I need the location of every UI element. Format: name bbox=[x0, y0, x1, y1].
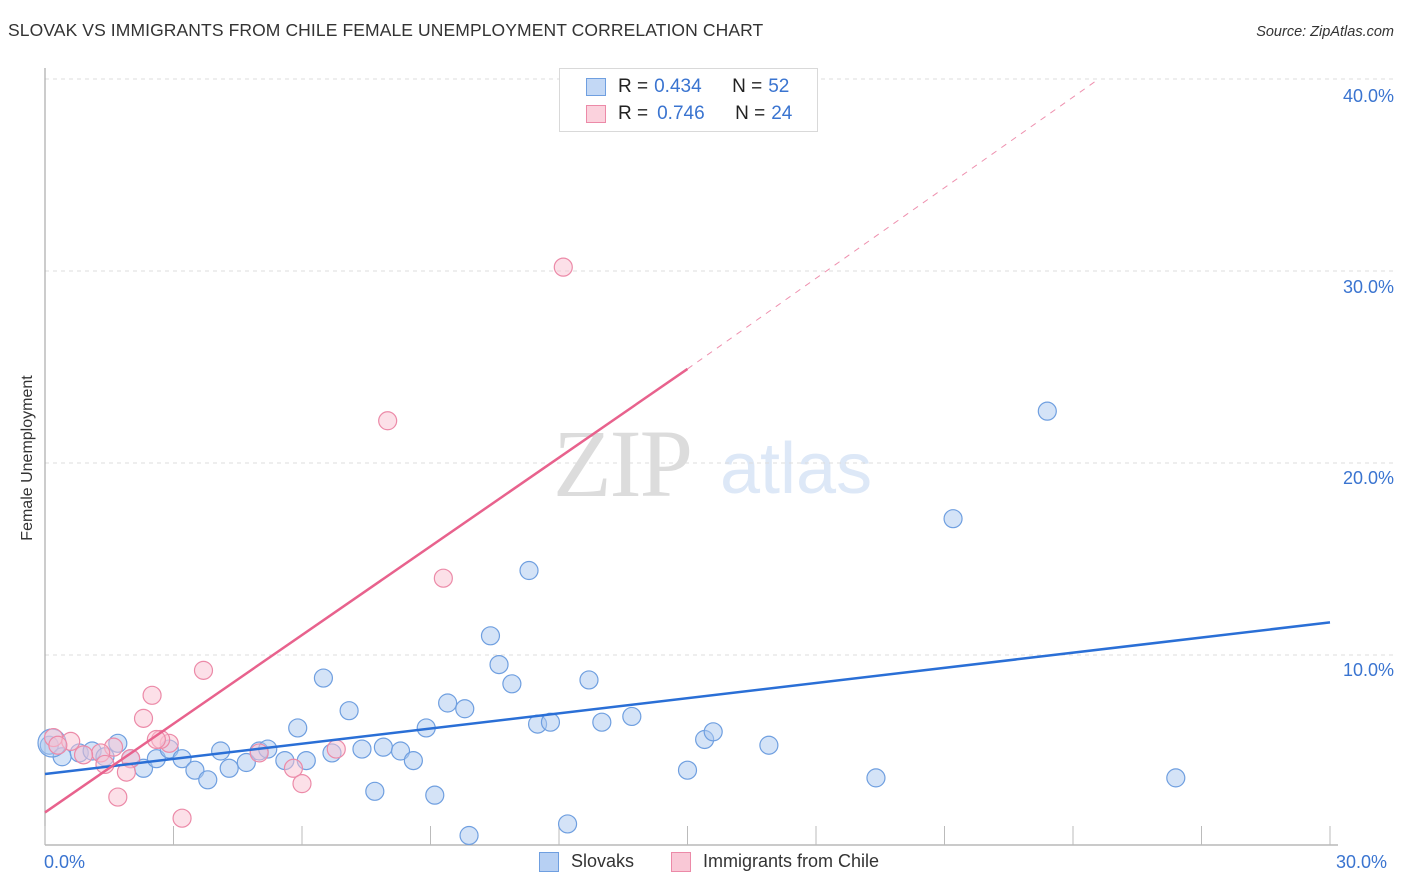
chile-point bbox=[249, 743, 269, 763]
slovaks-point bbox=[219, 758, 239, 778]
n-label: N = bbox=[732, 76, 763, 97]
chile-point bbox=[292, 774, 312, 794]
chile-swatch bbox=[586, 105, 606, 123]
slovaks-legend-swatch bbox=[539, 851, 559, 872]
slovaks-point bbox=[211, 741, 231, 761]
slovaks-point bbox=[502, 674, 522, 694]
slovaks-point bbox=[480, 626, 501, 646]
r-label: R = bbox=[618, 103, 649, 124]
legend-row-slovaks: R = 0.434 N = 52 bbox=[586, 74, 789, 100]
slovaks-point bbox=[1037, 401, 1057, 421]
chile-point bbox=[378, 411, 398, 431]
n-label: N = bbox=[735, 103, 766, 124]
slovaks-point bbox=[943, 509, 963, 529]
slovaks-trendline bbox=[44, 621, 1331, 776]
slovaks-point bbox=[185, 760, 205, 780]
legend-row-chile: R = 0.746 N = 24 bbox=[586, 101, 792, 127]
slovaks-point bbox=[622, 706, 642, 727]
chile-trendline bbox=[44, 367, 689, 814]
trendlines bbox=[44, 78, 1331, 814]
x-tick-0: 0.0% bbox=[44, 852, 86, 872]
slovaks-point bbox=[365, 781, 385, 801]
chile-points bbox=[43, 257, 573, 828]
chile-point bbox=[116, 762, 136, 782]
chile-point bbox=[172, 808, 192, 828]
chile-point bbox=[73, 745, 94, 765]
x-tick-30: 30.0% bbox=[1336, 852, 1388, 872]
slovaks-point bbox=[403, 750, 423, 771]
slovaks-point bbox=[288, 718, 308, 738]
chile-point bbox=[142, 685, 162, 705]
slovaks-point bbox=[339, 701, 359, 721]
slovaks-point bbox=[459, 825, 479, 846]
chile-point bbox=[283, 758, 304, 778]
slovaks-swatch bbox=[586, 78, 606, 96]
chile-point bbox=[133, 708, 154, 728]
chile-point bbox=[48, 735, 68, 755]
slovaks-point bbox=[579, 670, 599, 690]
slovaks-point bbox=[519, 560, 539, 581]
gridlines bbox=[45, 78, 1393, 656]
slovaks-point bbox=[313, 668, 334, 688]
y-tick-20: 20.0% bbox=[1342, 468, 1394, 488]
y-tick-30: 30.0% bbox=[1342, 277, 1394, 297]
watermark-atlas: atlas bbox=[720, 429, 873, 509]
slovaks-point bbox=[489, 654, 509, 675]
slovaks-point bbox=[425, 785, 445, 805]
n-value: 24 bbox=[771, 103, 793, 124]
stats-legend: R = 0.434 N = 52 R = 0.746 N = 24 bbox=[559, 68, 818, 132]
slovaks-point bbox=[455, 699, 475, 719]
chile-point bbox=[108, 787, 128, 807]
chile-point bbox=[433, 568, 453, 588]
slovaks-point bbox=[390, 741, 411, 761]
chart-title: SLOVAK VS IMMIGRANTS FROM CHILE FEMALE U… bbox=[8, 20, 764, 40]
slovaks-point bbox=[438, 693, 458, 713]
chile-point bbox=[553, 257, 573, 277]
y-tick-40: 40.0% bbox=[1342, 86, 1394, 106]
slovaks-point bbox=[677, 760, 698, 780]
slovaks-point bbox=[198, 770, 218, 790]
slovaks-point bbox=[236, 752, 256, 773]
slovaks-point bbox=[373, 737, 393, 757]
chile-point bbox=[326, 739, 346, 759]
chile-point bbox=[146, 729, 166, 750]
legend-item-chile[interactable]: Immigrants from Chile bbox=[671, 851, 879, 872]
r-value: 0.434 bbox=[654, 76, 702, 97]
source-label: Source: ZipAtlas.com bbox=[1256, 24, 1394, 40]
r-value: 0.746 bbox=[657, 103, 705, 124]
y-tick-10: 10.0% bbox=[1342, 660, 1394, 680]
slovaks-legend-label: Slovaks bbox=[571, 851, 635, 871]
slovaks-point bbox=[866, 768, 886, 788]
slovaks-points bbox=[37, 401, 1186, 846]
slovaks-point bbox=[759, 735, 779, 755]
chile-point bbox=[193, 660, 214, 680]
slovaks-point bbox=[703, 722, 723, 742]
slovaks-point bbox=[352, 739, 372, 759]
legend-item-slovaks[interactable]: Slovaks bbox=[539, 851, 634, 872]
slovaks-point bbox=[592, 712, 612, 732]
r-label: R = bbox=[618, 76, 649, 97]
slovaks-point bbox=[557, 814, 578, 834]
axes bbox=[44, 68, 1338, 846]
chile-legend-label: Immigrants from Chile bbox=[703, 851, 880, 871]
chile-legend-swatch bbox=[671, 851, 691, 872]
slovaks-point bbox=[1166, 768, 1186, 788]
n-value: 52 bbox=[768, 76, 790, 97]
